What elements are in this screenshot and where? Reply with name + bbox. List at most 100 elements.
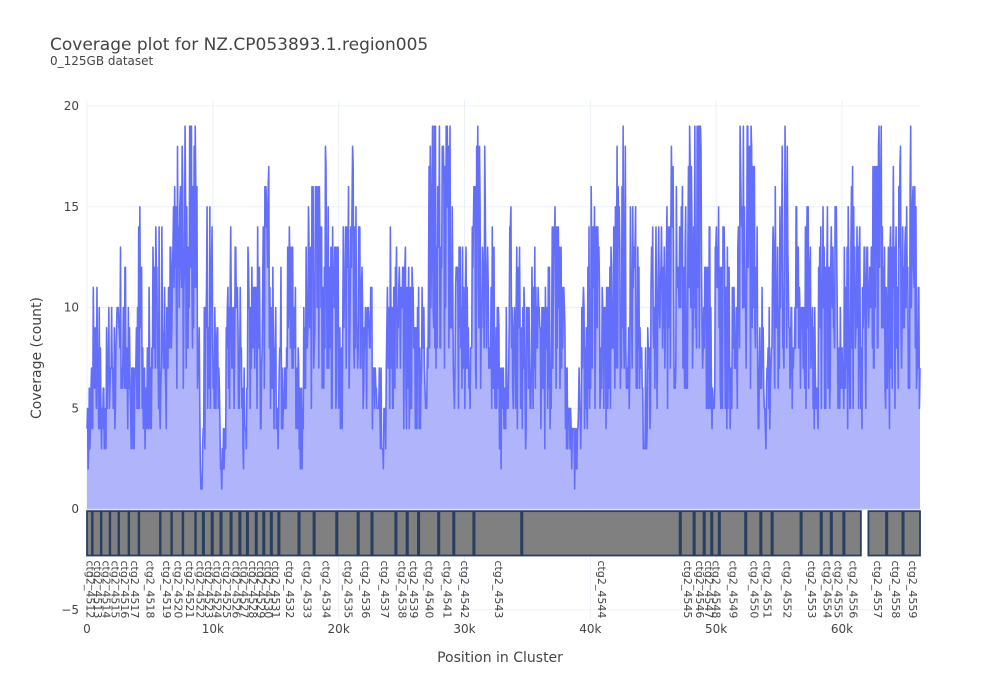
gene-label: ctg2_4558: [889, 561, 902, 619]
gene-block[interactable]: [711, 510, 720, 557]
gene-block[interactable]: [800, 510, 822, 557]
gene-block[interactable]: [194, 510, 204, 557]
x-tick-label: 10k: [202, 622, 224, 636]
gene-label: ctg2_4543: [492, 561, 505, 619]
gene-label: ctg2_4527: [238, 561, 251, 619]
gene-block[interactable]: [86, 510, 93, 557]
x-tick-label: 0: [83, 622, 91, 636]
y-tick-label: 10: [64, 301, 79, 315]
y-tick-label: 0: [71, 502, 79, 516]
gene-block[interactable]: [255, 510, 265, 557]
gene-block[interactable]: [109, 510, 120, 557]
gene-label: ctg2_4542: [458, 561, 471, 619]
gene-block[interactable]: [138, 510, 161, 557]
chart-subtitle: 0_125GB dataset: [50, 54, 154, 68]
gene-block[interactable]: [182, 510, 197, 557]
y-tick-label: 15: [64, 200, 79, 214]
x-axis-title: Position in Cluster: [437, 650, 563, 666]
gene-block[interactable]: [298, 510, 315, 557]
gene-block[interactable]: [438, 510, 455, 557]
gene-label: ctg2_4551: [760, 561, 773, 619]
gene-block[interactable]: [159, 510, 173, 557]
gene-label: ctg2_4530: [262, 561, 275, 619]
gene-label: ctg2_4538: [396, 561, 409, 619]
gene-block[interactable]: [247, 510, 257, 557]
gene-label: ctg2_4541: [440, 561, 453, 619]
gene-block[interactable]: [91, 510, 102, 557]
gene-label: ctg2_4519: [160, 561, 173, 619]
gene-block[interactable]: [831, 510, 845, 557]
gene-label: ctg2_4518: [144, 561, 157, 619]
gene-block[interactable]: [843, 510, 862, 557]
coverage-line: [86, 125, 921, 490]
gene-label: ctg2_4526: [229, 561, 242, 619]
gene-label: ctg2_4523: [202, 561, 215, 619]
gene-label: ctg2_4514: [100, 561, 113, 619]
gene-block[interactable]: [867, 510, 887, 557]
gene-block[interactable]: [271, 510, 280, 557]
gene-label: ctg2_4537: [378, 561, 391, 619]
gene-block[interactable]: [357, 510, 373, 557]
gene-block[interactable]: [263, 510, 272, 557]
x-tick-label: 40k: [579, 622, 601, 636]
gene-block[interactable]: [278, 510, 300, 557]
gene-label: ctg2_4532: [283, 561, 296, 619]
gene-block[interactable]: [745, 510, 762, 557]
gene-block[interactable]: [239, 510, 248, 557]
gene-block[interactable]: [371, 510, 397, 557]
gene-block[interactable]: [220, 510, 232, 557]
gene-block[interactable]: [230, 510, 241, 557]
gene-block[interactable]: [118, 510, 130, 557]
gene-block[interactable]: [406, 510, 419, 557]
gene-label: ctg2_4512: [84, 561, 97, 619]
gene-block[interactable]: [719, 510, 746, 557]
gene-block[interactable]: [902, 510, 921, 557]
coverage-series: [86, 125, 921, 510]
gene-block[interactable]: [171, 510, 184, 557]
gene-label: ctg2_4548: [710, 561, 723, 619]
gene-block[interactable]: [680, 510, 695, 557]
gene-label: ctg2_4552: [781, 561, 794, 619]
gene-block[interactable]: [820, 510, 832, 557]
x-tick-label: 30k: [453, 622, 475, 636]
gene-label: ctg2_4515: [108, 561, 121, 619]
gene-label: ctg2_4533: [301, 561, 314, 619]
gene-block[interactable]: [771, 510, 802, 557]
gene-block[interactable]: [418, 510, 439, 557]
gene-label: ctg2_4528: [246, 561, 259, 619]
gene-block[interactable]: [128, 510, 140, 557]
gene-block[interactable]: [886, 510, 904, 557]
gene-block[interactable]: [473, 510, 523, 557]
gene-block[interactable]: [703, 510, 713, 557]
x-axis-ticks: 0 10k 20k 30k 40k 50k 60k: [83, 622, 853, 636]
gene-block[interactable]: [395, 510, 408, 557]
gene-label: ctg2_4534: [319, 561, 332, 619]
gene-label: ctg2_4535: [341, 561, 354, 619]
gene-label: ctg2_4536: [359, 561, 372, 619]
gene-label: ctg2_4513: [91, 561, 104, 619]
gene-block[interactable]: [313, 510, 338, 557]
gene-block[interactable]: [100, 510, 111, 557]
gene-block[interactable]: [453, 510, 475, 557]
gene-block[interactable]: [203, 510, 213, 557]
y-tick-label: 5: [71, 401, 79, 415]
gene-block[interactable]: [211, 510, 222, 557]
gene-block[interactable]: [693, 510, 705, 557]
gene-block[interactable]: [521, 510, 681, 557]
gene-label: ctg2_4554: [820, 561, 833, 619]
gene-label: ctg2_4525: [220, 561, 233, 619]
gene-block[interactable]: [760, 510, 773, 557]
gene-label: ctg2_4540: [423, 561, 436, 619]
x-tick-label: 50k: [705, 622, 727, 636]
gene-block[interactable]: [336, 510, 359, 557]
gene-label: ctg2_4547: [702, 561, 715, 619]
gene-label: ctg2_4557: [871, 561, 884, 619]
gene-label: ctg2_4522: [193, 561, 206, 619]
gene-label: ctg2_4555: [832, 561, 845, 619]
gene-label: ctg2_4539: [407, 561, 420, 619]
chart-title: Coverage plot for NZ.CP053893.1.region00…: [50, 35, 428, 55]
y-tick-label: 20: [64, 99, 79, 113]
gene-label: ctg2_4556: [847, 561, 860, 619]
